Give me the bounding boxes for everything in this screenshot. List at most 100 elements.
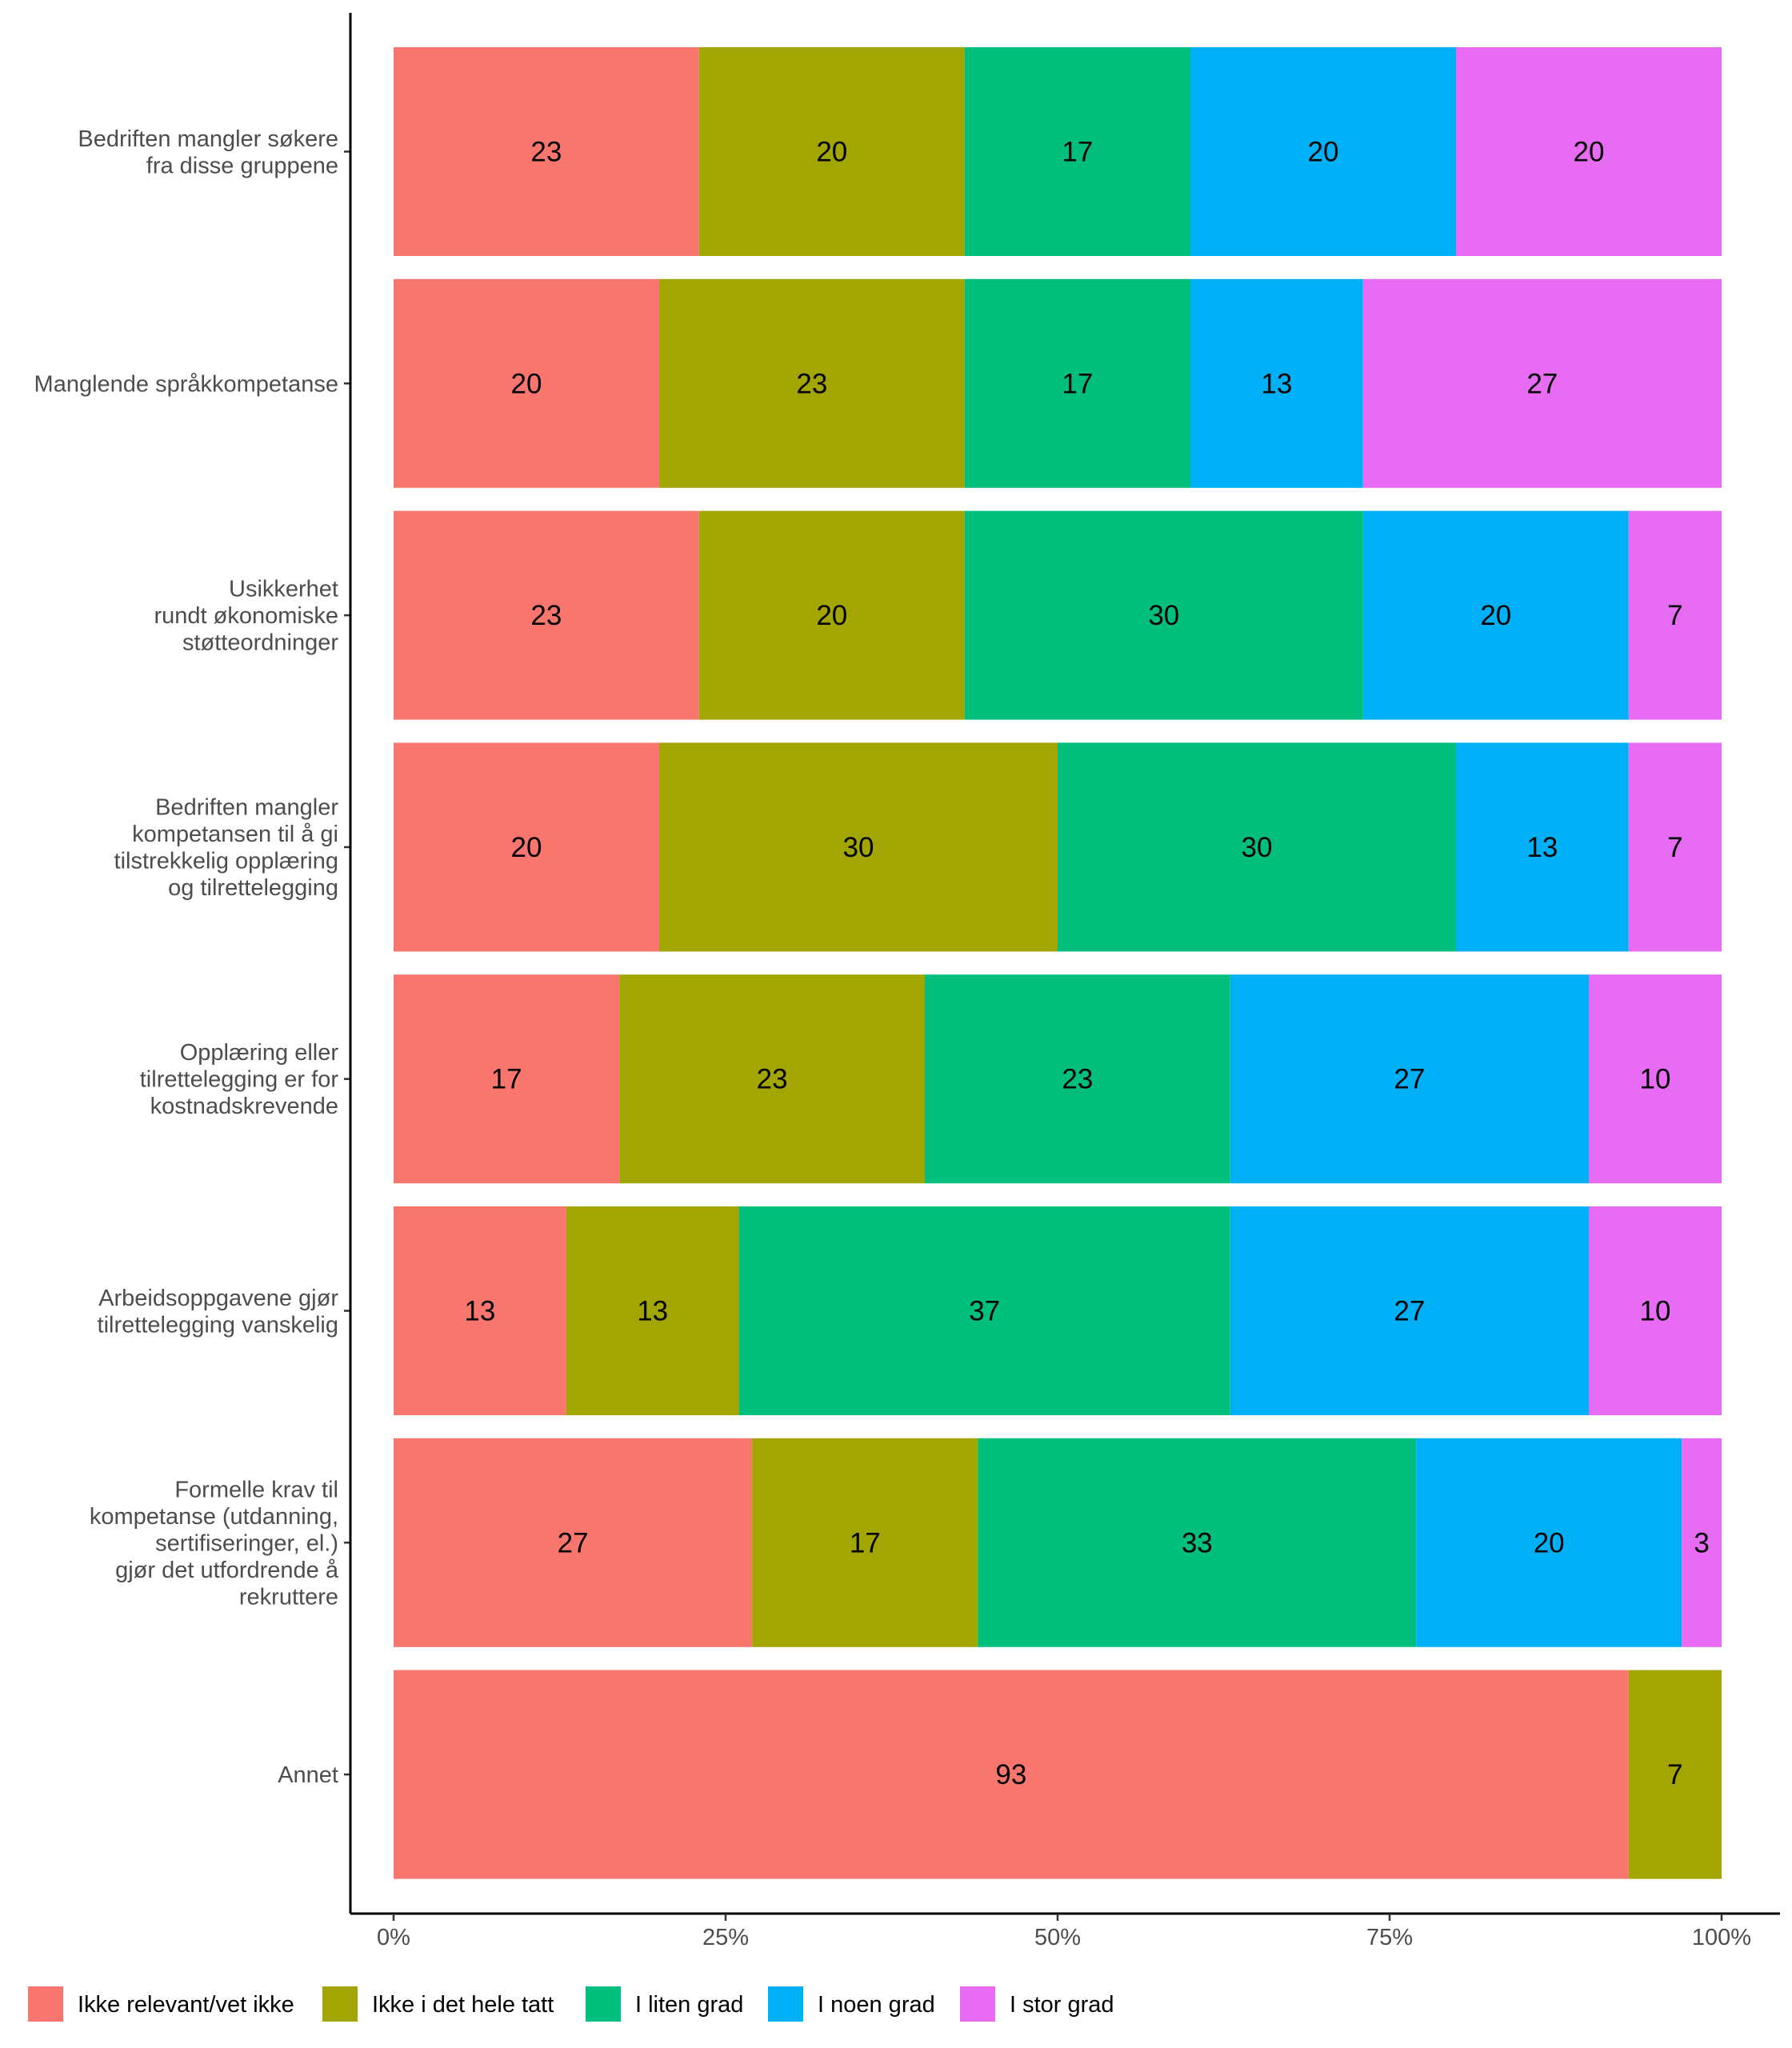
- value-label-5-3: 23: [1062, 1064, 1093, 1095]
- value-label-4-2: 30: [843, 832, 874, 863]
- bar-segment-1-5: [1456, 47, 1722, 256]
- legend-label-1: Ikke relevant/vet ikke: [78, 1992, 294, 2018]
- category-label-8-line-1: Annet: [278, 1762, 338, 1788]
- value-label-6-4: 27: [1394, 1296, 1425, 1327]
- value-label-2-3: 17: [1062, 368, 1093, 399]
- bar-segment-2-5: [1362, 278, 1722, 488]
- legend-swatch-2: [322, 1986, 358, 2022]
- value-label-3-4: 20: [1480, 600, 1511, 631]
- value-label-1-2: 20: [816, 137, 847, 168]
- legend-swatch-1: [28, 1986, 63, 2022]
- legend-swatch-5: [960, 1986, 995, 2022]
- bar-segment-5-5: [1589, 974, 1722, 1184]
- x-tick-label-3: 50%: [1034, 1925, 1081, 1950]
- category-label-5-line-2: tilrettelegging er for: [140, 1067, 339, 1093]
- value-label-2-2: 23: [796, 368, 827, 399]
- bar-segment-4-3: [1058, 742, 1456, 952]
- bar-segment-2-4: [1190, 278, 1363, 488]
- value-label-6-5: 10: [1640, 1296, 1671, 1327]
- category-label-5-line-3: kostnadskrevende: [150, 1094, 338, 1119]
- bar-segment-7-3: [978, 1438, 1417, 1647]
- value-label-1-1: 23: [530, 137, 562, 168]
- category-label-3-line-1: Usikkerhet: [229, 577, 338, 602]
- bar-segment-1-2: [698, 47, 965, 256]
- bar-segment-5-2: [619, 974, 925, 1184]
- bar-segment-7-2: [752, 1438, 978, 1647]
- bar-segment-4-2: [659, 742, 1058, 952]
- category-label-7-line-4: gjør det utfordrende å: [115, 1558, 339, 1583]
- bar-segment-3-2: [698, 510, 965, 720]
- value-label-1-3: 17: [1062, 137, 1093, 168]
- x-tick-label-5: 100%: [1692, 1925, 1751, 1950]
- bar-segment-2-1: [394, 278, 659, 488]
- x-tick-label-4: 75%: [1366, 1925, 1413, 1950]
- bar-segment-1-4: [1190, 47, 1456, 256]
- bar-segment-5-1: [394, 974, 620, 1184]
- value-label-8-2: 7: [1667, 1759, 1682, 1790]
- category-label-3-line-2: rundt økonomiske: [154, 603, 339, 629]
- bar-segment-6-3: [738, 1206, 1230, 1415]
- x-tick-label-1: 0%: [377, 1925, 410, 1950]
- bar-segment-6-1: [394, 1206, 566, 1415]
- value-label-3-3: 30: [1148, 600, 1179, 631]
- value-label-1-4: 20: [1308, 137, 1339, 168]
- category-label-7-line-5: rekruttere: [239, 1584, 338, 1610]
- legend-swatch-3: [586, 1986, 621, 2022]
- bar-segment-3-5: [1628, 510, 1722, 720]
- value-label-7-4: 20: [1534, 1527, 1565, 1558]
- value-label-3-5: 7: [1667, 600, 1682, 631]
- bar-segment-3-3: [964, 510, 1363, 720]
- category-label-5-line-1: Opplæring eller: [180, 1040, 339, 1066]
- category-label-4-line-2: kompetansen til å gi: [132, 822, 338, 847]
- bar-segment-8-1: [394, 1670, 1629, 1879]
- legend-swatch-4: [768, 1986, 803, 2022]
- bar-segment-1-1: [394, 47, 699, 256]
- category-label-7-line-2: kompetanse (utdanning,: [90, 1504, 338, 1530]
- value-label-4-5: 7: [1667, 832, 1682, 863]
- value-label-6-2: 13: [637, 1296, 668, 1327]
- legend-label-2: Ikke i det hele tatt: [372, 1992, 554, 2018]
- bar-segment-5-3: [925, 974, 1230, 1184]
- category-label-1-line-2: fra disse gruppene: [146, 153, 338, 178]
- bar-segment-3-4: [1362, 510, 1629, 720]
- category-label-2-line-1: Manglende språkkompetanse: [34, 371, 338, 397]
- bar-segment-2-2: [659, 278, 965, 488]
- value-label-5-4: 27: [1394, 1064, 1425, 1095]
- legend-label-3: I liten grad: [635, 1992, 743, 2018]
- value-label-7-5: 3: [1694, 1527, 1709, 1558]
- value-label-4-4: 13: [1526, 832, 1558, 863]
- value-label-6-1: 13: [464, 1296, 495, 1327]
- category-label-3-line-3: støtteordninger: [182, 630, 338, 656]
- value-label-6-3: 37: [969, 1296, 1000, 1327]
- bar-segment-4-4: [1456, 742, 1629, 952]
- value-label-7-1: 27: [558, 1527, 589, 1558]
- category-label-4-line-1: Bedriften mangler: [155, 795, 338, 821]
- value-label-3-2: 20: [816, 600, 847, 631]
- bar-segment-6-2: [566, 1206, 739, 1415]
- bar-segment-1-3: [964, 47, 1190, 256]
- value-label-4-3: 30: [1242, 832, 1273, 863]
- bar-segment-7-5: [1682, 1438, 1722, 1647]
- value-label-2-4: 13: [1261, 368, 1292, 399]
- value-label-3-1: 23: [530, 600, 562, 631]
- bar-segment-4-5: [1628, 742, 1722, 952]
- value-label-2-5: 27: [1526, 368, 1558, 399]
- category-label-6-line-2: tilrettelegging vanskelig: [98, 1312, 338, 1338]
- value-label-7-2: 17: [850, 1527, 881, 1558]
- value-label-5-1: 17: [491, 1064, 522, 1095]
- category-label-7-line-1: Formelle krav til: [174, 1477, 338, 1502]
- bar-segment-4-1: [394, 742, 659, 952]
- bar-segment-7-1: [394, 1438, 753, 1647]
- bar-segment-6-5: [1589, 1206, 1722, 1415]
- value-label-4-1: 20: [511, 832, 542, 863]
- value-label-1-5: 20: [1574, 137, 1605, 168]
- x-tick-label-2: 25%: [702, 1925, 749, 1950]
- bar-segment-6-4: [1230, 1206, 1589, 1415]
- bar-segment-8-2: [1628, 1670, 1722, 1879]
- category-label-4-line-4: og tilrettelegging: [168, 875, 338, 901]
- value-label-2-1: 20: [511, 368, 542, 399]
- category-label-1-line-1: Bedriften mangler søkere: [78, 126, 338, 152]
- value-label-5-2: 23: [757, 1064, 788, 1095]
- bar-segment-7-4: [1416, 1438, 1682, 1647]
